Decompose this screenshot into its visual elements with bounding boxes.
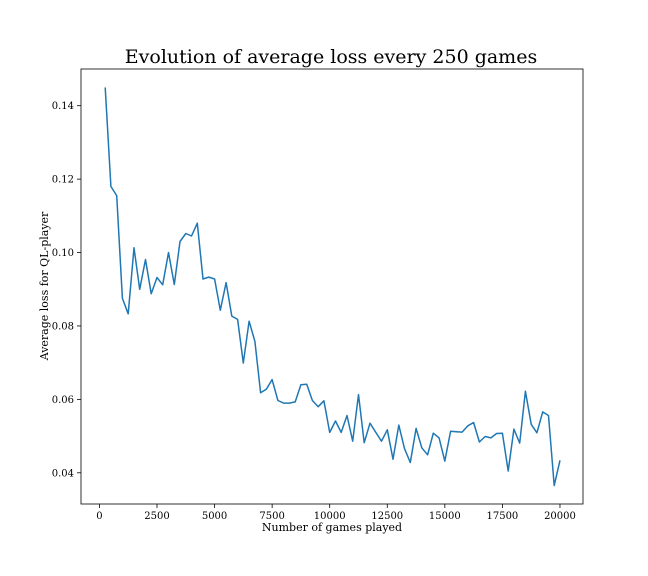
x-tick-label: 12500 [371,511,403,522]
y-tick-label: 0.10 [52,248,74,259]
y-tick-label: 0.14 [52,101,74,112]
x-axis: 0 2500 5000 7500 10000 12500 15000 17500 20000 [96,504,576,522]
series-line [104,87,561,487]
x-tick-label: 2500 [144,511,169,522]
x-tick-label: 20000 [544,511,576,522]
x-tick-label: 17500 [486,511,518,522]
y-tick-label: 0.08 [52,321,74,332]
x-tick-label: 0 [96,511,102,522]
y-axis-label: Average loss for QL-player [38,211,51,361]
y-axis: 0.04 0.06 0.08 0.10 0.12 0.14 [52,101,81,479]
plot-frame [80,68,584,505]
chart-title: Evolution of average loss every 250 game… [125,46,537,68]
y-tick-label: 0.04 [52,468,74,479]
x-tick-label: 5000 [202,511,227,522]
y-tick-label: 0.12 [52,175,74,186]
x-tick-label: 10000 [314,511,346,522]
series-layer [104,87,561,487]
y-tick-label: 0.06 [52,395,74,406]
x-axis-label: Number of games played [262,521,402,534]
x-tick-label: 15000 [429,511,461,522]
x-tick-label: 7500 [259,511,284,522]
